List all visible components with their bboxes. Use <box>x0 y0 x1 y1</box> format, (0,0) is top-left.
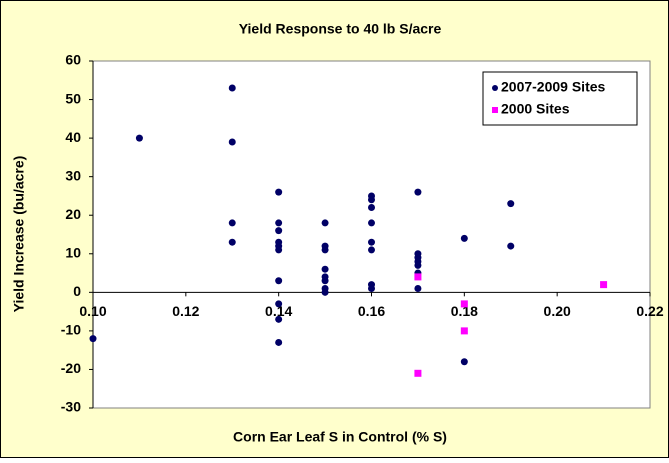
y-tick-label: 50 <box>65 90 81 106</box>
y-tick-label: 30 <box>65 167 81 183</box>
point <box>368 219 375 227</box>
legend-marker <box>492 107 498 113</box>
point <box>414 188 422 196</box>
point <box>414 261 422 269</box>
point <box>275 188 283 196</box>
x-tick-label: 0.12 <box>172 303 199 319</box>
x-tick-label: 0.14 <box>265 303 292 319</box>
x-tick-label: 0.18 <box>451 303 478 319</box>
x-tick-label: 0.10 <box>79 303 106 319</box>
point <box>368 246 375 254</box>
point <box>321 288 329 296</box>
point <box>228 238 236 246</box>
point <box>368 238 375 246</box>
y-tick-label: 60 <box>65 52 81 68</box>
point <box>507 200 515 208</box>
legend-marker <box>492 85 498 91</box>
point <box>275 315 283 323</box>
y-tick-label: -20 <box>61 360 81 376</box>
point <box>275 300 283 308</box>
y-tick-label: 0 <box>73 283 81 299</box>
point <box>460 327 468 335</box>
point <box>275 219 283 227</box>
y-tick-label: 40 <box>65 129 81 145</box>
x-axis-label: Corn Ear Leaf S in Control (% S) <box>233 429 447 445</box>
y-tick-label: -30 <box>61 399 81 415</box>
point <box>368 284 375 292</box>
point <box>368 204 375 212</box>
legend-label: 2000 Sites <box>501 101 570 117</box>
point <box>275 338 283 346</box>
point <box>600 281 608 289</box>
point <box>321 246 329 254</box>
point <box>460 300 468 308</box>
point <box>228 84 236 92</box>
point <box>414 284 422 292</box>
point <box>368 196 375 204</box>
x-tick-label: 0.16 <box>358 303 385 319</box>
point <box>89 335 97 343</box>
point <box>275 246 283 254</box>
point <box>414 369 422 377</box>
point <box>414 273 422 281</box>
point <box>275 277 283 285</box>
y-tick-label: 20 <box>65 206 81 222</box>
legend-box <box>482 71 638 126</box>
point <box>228 138 236 146</box>
point <box>275 227 283 235</box>
point <box>321 265 329 273</box>
point <box>321 219 329 227</box>
point <box>135 134 143 142</box>
chart-title: Yield Response to 40 lb S/acre <box>239 21 442 37</box>
point <box>460 234 468 242</box>
point <box>507 242 515 250</box>
x-tick-label: 0.22 <box>636 303 663 319</box>
x-tick-label: 0.20 <box>544 303 571 319</box>
legend-label: 2007-2009 Sites <box>501 79 606 95</box>
point <box>321 277 329 285</box>
point <box>228 219 236 227</box>
y-axis-label: Yield Increase (bu/acre) <box>11 156 27 313</box>
y-tick-label: 10 <box>65 244 81 260</box>
point <box>460 358 468 366</box>
y-tick-label: -10 <box>61 322 81 338</box>
